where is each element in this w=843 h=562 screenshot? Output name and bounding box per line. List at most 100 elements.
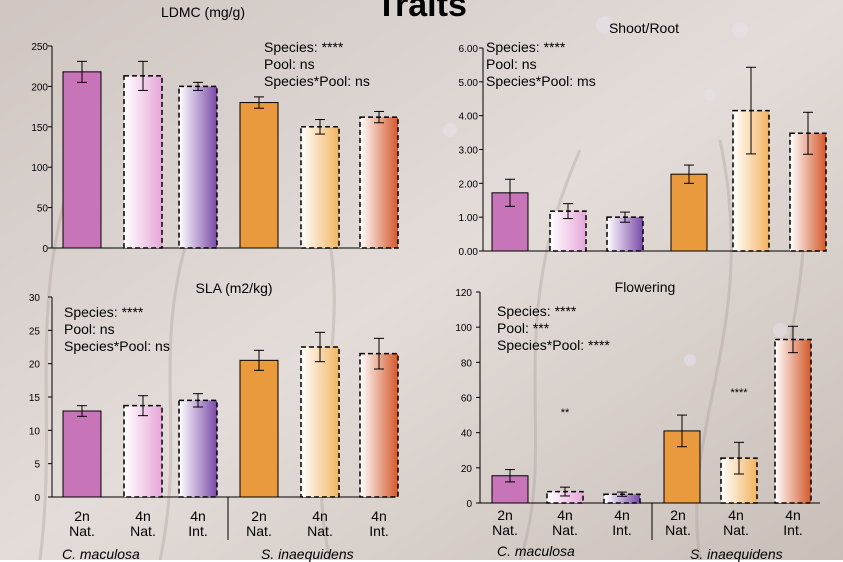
- category-label-line: Nat.: [552, 522, 578, 538]
- right-category-label-5: 4n Nat.: [711, 508, 761, 538]
- category-label-line: 2n: [670, 507, 686, 523]
- left-category-label-4: 2n Nat.: [234, 509, 284, 539]
- category-label-line: 4n: [135, 508, 151, 524]
- y-tick-label: 0: [466, 499, 472, 510]
- stats-annotation-1: Species: ****: [264, 39, 344, 55]
- species-label-sinaequidens-left: S. inaequidens: [261, 546, 354, 562]
- category-label-line: 2n: [497, 507, 513, 523]
- stats-annotation-3: Species*Pool: ns: [64, 338, 170, 354]
- right-category-label-3: 4n Int.: [597, 508, 647, 538]
- left-category-label-3: 4n Int.: [173, 509, 223, 539]
- significance-label: **: [561, 407, 570, 419]
- category-label-line: Nat.: [130, 523, 156, 539]
- y-tick-label: 0: [34, 493, 40, 504]
- bar-4: [239, 102, 279, 249]
- category-label-line: Int.: [783, 522, 803, 538]
- stats-annotation-1: Species: ****: [497, 303, 577, 319]
- chart-title: Flowering: [615, 279, 676, 295]
- species-label-cmaculosa-right: C. maculosa: [497, 543, 575, 559]
- y-tick-label: 200: [31, 82, 48, 93]
- y-tick-label: 150: [31, 123, 48, 134]
- bar-4: [670, 173, 708, 252]
- bar-5: [300, 126, 340, 249]
- right-category-label-6: 4n Int.: [768, 508, 818, 538]
- y-tick-label: 20: [461, 464, 473, 475]
- y-tick-label: 4.00: [459, 112, 479, 123]
- chart-title: LDMC (mg/g): [161, 4, 245, 20]
- bar-6: [774, 338, 812, 504]
- slide-title: Traits: [376, 0, 467, 24]
- category-label-line: 4n: [557, 507, 573, 523]
- stats-annotation-3: Species*Pool: ****: [497, 337, 610, 353]
- category-label-line: 4n: [371, 508, 387, 524]
- stats-annotation-2: Pool: ns: [64, 321, 115, 337]
- y-tick-label: 25: [29, 326, 41, 337]
- y-tick-label: 100: [31, 163, 48, 174]
- category-label-line: Nat.: [246, 523, 272, 539]
- y-tick-label: 60: [461, 394, 473, 405]
- chart-title: SLA (m2/kg): [195, 280, 272, 296]
- right-category-label-4: 2n Nat.: [653, 508, 703, 538]
- y-tick-label: 50: [37, 204, 49, 215]
- stats-annotation-2: Pool: ns: [264, 56, 315, 72]
- y-tick-label: 15: [29, 393, 41, 404]
- y-tick-label: 6.00: [459, 44, 479, 55]
- category-label-line: 4n: [785, 507, 801, 523]
- stats-annotation-1: Species: ****: [64, 304, 144, 320]
- y-tick-label: 40: [461, 429, 473, 440]
- stats-annotation-2: Pool: ***: [497, 320, 550, 336]
- bar-5: [300, 346, 340, 498]
- y-tick-label: 5: [34, 460, 40, 471]
- left-category-label-5: 4n Nat.: [295, 509, 345, 539]
- right-category-label-2: 4n Nat.: [540, 508, 590, 538]
- y-tick-label: 120: [455, 288, 472, 299]
- stats-annotation-3: Species*Pool: ns: [264, 73, 370, 89]
- category-label-line: 4n: [614, 507, 630, 523]
- y-tick-label: 0: [42, 244, 48, 255]
- chart-title: Shoot/Root: [609, 20, 679, 36]
- stats-annotation-3: Species*Pool: ms: [486, 73, 596, 89]
- left-category-label-6: 4n Int.: [354, 509, 404, 539]
- stats-annotation-1: Species: ****: [486, 39, 566, 55]
- y-tick-label: 20: [29, 360, 41, 371]
- category-label-line: Nat.: [307, 523, 333, 539]
- stats-annotation-2: Pool: ns: [486, 56, 537, 72]
- category-label-line: 4n: [728, 507, 744, 523]
- species-label-sinaequidens-right: S. inaequidens: [690, 546, 783, 562]
- category-label-line: 2n: [74, 508, 90, 524]
- bar-1: [62, 71, 102, 249]
- y-tick-label: 250: [31, 42, 48, 53]
- right-category-label-1: 2n Nat.: [480, 508, 530, 538]
- y-tick-label: 3.00: [459, 146, 479, 157]
- bar-3: [178, 85, 218, 249]
- category-label-line: 4n: [312, 508, 328, 524]
- bar-4: [239, 359, 279, 498]
- y-tick-label: 1.00: [459, 213, 479, 224]
- left-category-label-1: 2n Nat.: [57, 509, 107, 539]
- y-tick-label: 10: [29, 426, 41, 437]
- bar-3: [178, 399, 218, 498]
- y-tick-label: 100: [455, 323, 472, 334]
- y-tick-label: 80: [461, 358, 473, 369]
- category-label-line: Int.: [369, 523, 389, 539]
- y-tick-label: 2.00: [459, 179, 479, 190]
- category-label-line: Nat.: [492, 522, 518, 538]
- significance-label: ****: [730, 387, 748, 399]
- y-tick-label: 0.00: [459, 247, 479, 258]
- category-label-line: 4n: [190, 508, 206, 524]
- bar-6: [359, 352, 399, 498]
- species-label-cmaculosa-left: C. maculosa: [62, 546, 140, 562]
- category-label-line: Int.: [188, 523, 208, 539]
- y-tick-label: 30: [29, 293, 41, 304]
- y-tick-label: 5.00: [459, 78, 479, 89]
- category-label-line: Int.: [612, 522, 632, 538]
- category-label-line: 2n: [251, 508, 267, 524]
